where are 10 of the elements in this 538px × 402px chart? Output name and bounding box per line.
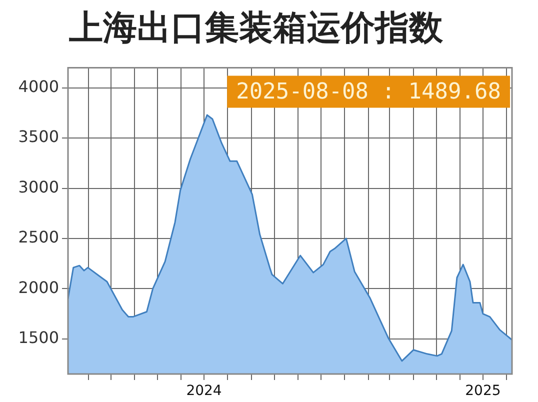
y-tick-label: 4000 <box>18 77 59 96</box>
y-tick-label: 1500 <box>18 328 59 348</box>
x-tick-label: 2025 <box>465 383 501 400</box>
y-tick-label: 2500 <box>18 228 59 247</box>
chart-title: 上海出口集装箱运价指数 <box>68 8 444 48</box>
y-tick-label: 3000 <box>18 177 59 196</box>
annotation: 2025-08-08 : 1489.68 <box>236 80 502 105</box>
y-tick-label: 2000 <box>18 278 59 297</box>
y-tick-label: 3500 <box>18 127 59 146</box>
x-tick-label: 2024 <box>186 383 222 400</box>
